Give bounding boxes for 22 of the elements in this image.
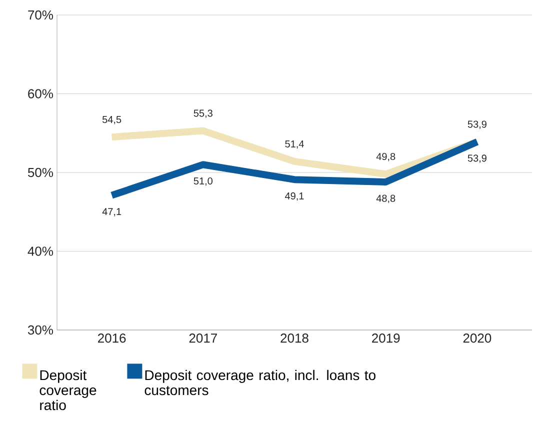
legend-label: Deposit coverage ratio [40,370,96,410]
y-tick-label: 60% [28,89,54,98]
y-tick-label: 70% [28,10,54,20]
data-label: 55,3 [194,110,212,118]
x-tick-label: 2017 [189,334,217,343]
x-tick-label: 2016 [98,334,126,343]
data-label: 53,9 [468,154,486,163]
data-label: 47,1 [102,208,122,216]
data-label: 49,8 [376,152,396,162]
data-label: 53,9 [468,120,486,129]
data-label: 48,8 [376,194,396,204]
legend-label: Deposit coverage ratio, incl. loans to customers [144,370,376,396]
data-label: 49,1 [285,192,304,201]
y-tick-label: 50% [28,168,54,178]
x-tick-label: 2019 [372,334,400,343]
y-tick-label: 30% [28,325,54,335]
data-label: 51,4 [285,140,304,149]
x-tick-label: 2018 [280,334,308,343]
y-tick-label: 40% [28,246,54,256]
x-tick-label: 2020 [463,334,492,343]
data-label: 51,0 [194,177,212,186]
data-label: 54,5 [102,116,122,124]
